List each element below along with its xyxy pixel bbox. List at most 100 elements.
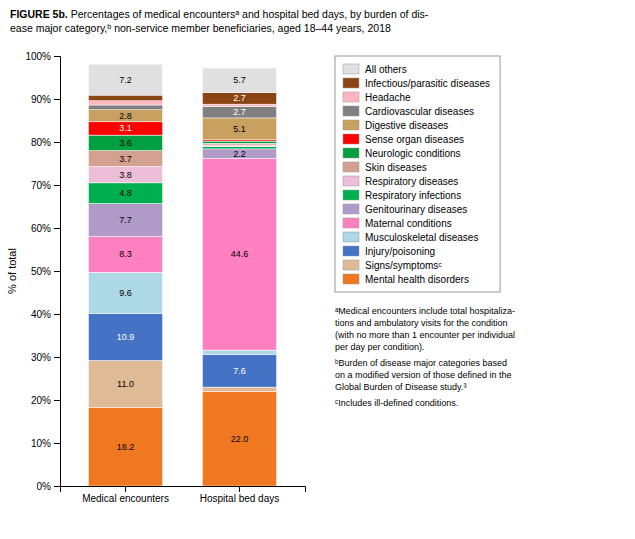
data-label: 4.8 [119, 188, 132, 198]
data-label: 44.6 [231, 249, 249, 259]
bar-segment [88, 237, 162, 273]
bar-segment [88, 408, 162, 486]
bar-segment [202, 354, 276, 387]
data-label: 2.7 [233, 93, 246, 103]
bar-segment [88, 95, 162, 101]
y-axis: 0%10%20%30%40%50%60%70%80%90%100% [25, 51, 60, 492]
legend-label: Neurologic conditions [365, 148, 461, 159]
data-label: 3.1 [119, 123, 132, 133]
legend-swatch [343, 246, 359, 256]
subtitle-line: ease major category,ᵇ non-service member… [10, 22, 391, 34]
legend-label: Skin diseases [365, 162, 427, 173]
legend-label: Respiratory infections [365, 190, 461, 201]
series [88, 105, 276, 118]
legend-frame [335, 56, 500, 292]
tick-label: 60% [31, 223, 51, 234]
data-label: 5.1 [233, 124, 246, 134]
y-tick: 100% [25, 51, 60, 62]
tick-mark [54, 271, 60, 272]
legend-label: Mental health disorders [365, 274, 469, 285]
series [88, 147, 276, 204]
legend-item: Neurologic conditions [343, 148, 461, 159]
data-label: 5.7 [233, 75, 246, 85]
legend-swatch [343, 274, 359, 284]
legend-item: Respiratory infections [343, 190, 461, 201]
bar-segment [202, 104, 276, 106]
data-label: 22.0 [231, 434, 249, 444]
legend-label: Digestive diseases [365, 120, 448, 131]
legend-swatch [343, 78, 359, 88]
legend-swatch [343, 162, 359, 172]
legend-swatch [343, 176, 359, 186]
legend-swatch [343, 190, 359, 200]
bar-segment [88, 314, 162, 361]
bar-segment [88, 64, 162, 95]
tick-mark [125, 486, 126, 492]
tick-label: 80% [31, 137, 51, 148]
subtitle: Percentages of medical encountersᵃ and h… [10, 8, 429, 34]
legend-item: Digestive diseases [343, 120, 448, 131]
legend-label: Cardiovascular diseases [365, 106, 474, 117]
legend-item: Headache [343, 92, 411, 103]
footnote-line: Global Burden of Disease study.³ [335, 382, 466, 392]
data-label: 2.2 [233, 149, 246, 159]
legend-item: Musculoskeletal diseases [343, 232, 478, 243]
title: FIGURE 5b. [10, 8, 68, 20]
data-label: 3.7 [119, 154, 132, 164]
legend-label: Respiratory diseases [365, 176, 458, 187]
footnote: ᵃMedical encounters include total hospit… [335, 306, 515, 352]
y-tick: 10% [31, 438, 60, 449]
data-label: 2.7 [233, 107, 246, 117]
bar-segment [88, 135, 162, 150]
legend-label: Genitourinary diseases [365, 204, 467, 215]
data-label: 7.6 [233, 366, 246, 376]
tick-label: 100% [25, 51, 51, 62]
y-tick: 60% [31, 223, 60, 234]
data-label: 3.8 [119, 170, 132, 180]
legend-label: Infectious/parasitic diseases [365, 78, 490, 89]
tick-label: 0% [37, 481, 52, 492]
x-tick: Hospital bed days [200, 486, 280, 504]
tick-mark [54, 99, 60, 100]
data-label: 18.2 [117, 442, 135, 452]
axis-line [61, 487, 306, 493]
footnote-line: tions and ambulatory visits for the cond… [335, 318, 508, 328]
legend-swatch [343, 218, 359, 228]
x-axis: Medical encountersHospital bed days [61, 486, 306, 504]
footnote: ᵇBurden of disease major categories base… [335, 358, 512, 392]
bar-segment [202, 93, 276, 105]
legend-label: Injury/poisoning [365, 246, 435, 257]
footnote: ᶜIncludes ill-defined conditions. [335, 398, 458, 408]
legend-swatch [343, 148, 359, 158]
legend-swatch [343, 134, 359, 144]
y-axis-title: % of total [6, 248, 18, 294]
data-label: 2.8 [119, 111, 132, 121]
data-label: 9.6 [119, 288, 132, 298]
legend-item: Sense organ diseases [343, 134, 464, 145]
series [88, 64, 276, 95]
tick-label: 90% [31, 94, 51, 105]
bar-segment [88, 360, 162, 407]
bar-segment [202, 149, 276, 158]
bar-segment [88, 272, 162, 313]
tick-label: 20% [31, 395, 51, 406]
data-label: 11.0 [117, 379, 134, 389]
bar-segment [88, 151, 162, 167]
subtitle-line: Percentages of medical encountersᵃ and h… [68, 8, 429, 20]
bar-segment [88, 203, 162, 236]
tick-mark [54, 400, 60, 401]
tick-label: 30% [31, 352, 51, 363]
tick-mark [54, 443, 60, 444]
y-tick: 40% [31, 309, 60, 320]
bar-segment [202, 68, 276, 93]
legend-label: Sense organ diseases [365, 134, 464, 145]
tick-label: 10% [31, 438, 51, 449]
legend-label: Headache [365, 92, 411, 103]
legend-swatch [343, 232, 359, 242]
bar-segment [88, 110, 162, 122]
tick-mark [54, 56, 60, 57]
footnote-line: on a modified version of those defined i… [335, 370, 512, 380]
bar-segment [88, 122, 162, 135]
bar-segment [202, 106, 276, 118]
tick-mark [239, 486, 240, 492]
